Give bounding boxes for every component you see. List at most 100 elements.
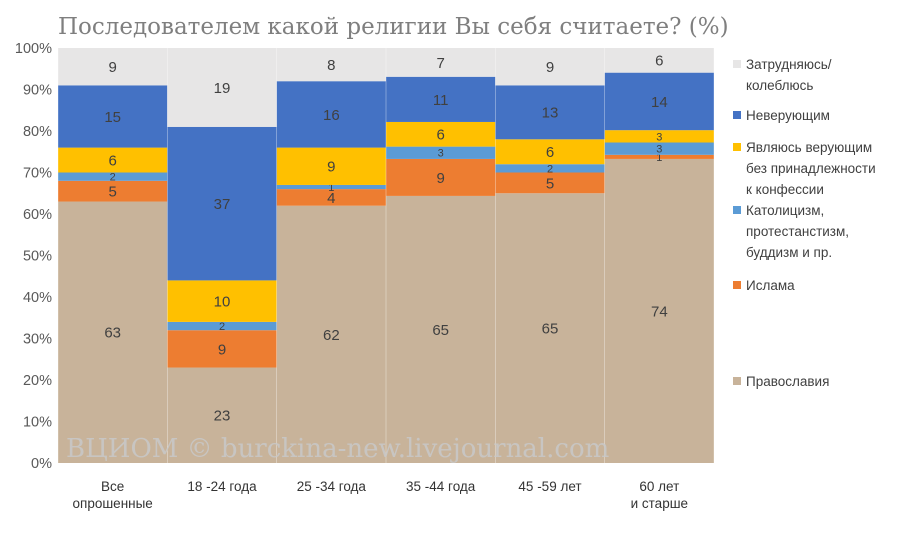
y-tick-label: 100% (15, 41, 52, 57)
legend-item: Ислама (733, 278, 795, 293)
bar-segment (276, 48, 386, 82)
data-label: 62 (323, 327, 340, 344)
data-label: 9 (546, 59, 554, 76)
data-label: 8 (327, 57, 335, 74)
legend-label: Католицизм, протестанстизм, буддизм и пр. (746, 203, 849, 260)
data-label: 16 (323, 107, 340, 124)
bar-segment (276, 189, 386, 206)
y-tick-label: 20% (23, 373, 52, 389)
bar-segment (276, 205, 386, 463)
y-tick-label: 0% (31, 456, 52, 472)
data-label: 1 (656, 152, 662, 164)
data-label: 65 (542, 321, 559, 338)
legend-item: Затрудняюсь/колеблюсь (733, 57, 832, 93)
bar-segment (495, 85, 605, 140)
data-label: 13 (542, 105, 559, 122)
bar-group: 63 52 6 15 9 (58, 48, 168, 464)
legend-item: Являюсь верующим без принадлежности к конф… (733, 140, 876, 197)
bar-segment (495, 164, 605, 173)
bar-segment (386, 158, 496, 196)
x-tick-label: 25 -34 года (297, 479, 367, 494)
data-label: 6 (108, 152, 116, 169)
bar-segment (495, 48, 605, 86)
bar-segment (167, 367, 277, 463)
bar-segment (58, 147, 168, 173)
legend-label: Неверующим (746, 108, 830, 123)
data-label: 11 (433, 92, 449, 109)
bar-segment (167, 48, 277, 127)
legend-label: Затрудняюсь/колеблюсь (746, 57, 832, 93)
data-label: 3 (656, 144, 662, 156)
x-tick-label: Все опрошенные (73, 479, 153, 511)
bar-segment (604, 130, 714, 143)
bar-segment (58, 48, 168, 86)
bar-segment (604, 142, 714, 155)
legend-swatch (733, 206, 741, 214)
legend-swatch (733, 60, 741, 68)
bar-segment (58, 85, 168, 148)
bar-segment (495, 172, 605, 194)
bar-segment (386, 146, 496, 159)
bar-segment (276, 184, 386, 190)
legend-label: Являюсь верующим без принадлежности к конф… (746, 140, 876, 197)
bars: 6352615923921037196241916865936117655261… (58, 48, 714, 464)
bar-segment (604, 48, 714, 73)
x-tick-label: 35 -44 года (406, 479, 476, 494)
legend-swatch (733, 281, 741, 289)
bar-segment (604, 72, 714, 131)
data-label: 23 (214, 408, 231, 425)
bar-segment (276, 81, 386, 148)
y-tick-label: 50% (23, 249, 52, 265)
bar-group: 65 9 3 6 11 7 (386, 48, 496, 464)
data-label: 7 (436, 55, 444, 72)
bar-segment (386, 76, 496, 122)
data-label: 9 (218, 341, 226, 358)
data-label: 1 (328, 182, 334, 194)
bar-segment (386, 48, 496, 77)
bar-group: 62 41 9 16 8 (276, 48, 386, 463)
legend-item: Неверующим (733, 108, 830, 123)
data-label: 65 (432, 322, 449, 339)
data-label: 9 (327, 159, 335, 176)
bar-group: 23 9 2 10 37 19 (167, 48, 277, 463)
bar-segment (167, 321, 277, 331)
y-tick-label: 90% (23, 83, 52, 99)
bar-segment (167, 330, 277, 368)
legend-item: Католицизм, протестанстизм, буддизм и пр. (733, 203, 849, 260)
bar-segment (495, 139, 605, 165)
legend-label: Ислама (746, 278, 795, 293)
legend-swatch (733, 143, 741, 151)
data-label: 6 (546, 144, 554, 161)
x-tick-label: 45 -59 лет (518, 479, 581, 494)
data-label: 63 (104, 325, 121, 342)
data-label: 5 (546, 175, 554, 192)
data-label: 3 (438, 148, 444, 160)
watermark: ВЦИОМ © burckina-new.livejournal.com (66, 434, 609, 464)
y-axis: 0% 10% 20% 30% 40% 50% 60% 70% 80% 90% 100% (15, 41, 52, 472)
data-label: 15 (104, 109, 121, 126)
legend-swatch (733, 111, 741, 119)
legend-label: Православия (746, 374, 829, 389)
data-label: 37 (214, 196, 231, 213)
bar-segment (386, 195, 496, 464)
y-tick-label: 40% (23, 290, 52, 306)
data-label: 14 (651, 94, 668, 111)
data-label: 4 (327, 190, 335, 207)
data-label: 9 (108, 59, 116, 76)
bar-segment (604, 154, 714, 159)
y-tick-label: 30% (23, 332, 52, 348)
data-label: 6 (436, 127, 444, 144)
chart-title: Последователем какой религии Вы себя счи… (58, 14, 729, 40)
data-label: 3 (656, 131, 662, 143)
data-label: 2 (219, 321, 225, 333)
data-label: 9 (436, 170, 444, 187)
bar-segment (58, 172, 168, 181)
data-label: 6 (655, 53, 663, 70)
data-label: 2 (547, 163, 553, 175)
data-label: 10 (214, 294, 231, 311)
bar-segment (386, 121, 496, 147)
y-tick-label: 80% (23, 124, 52, 140)
bar-segment (167, 126, 277, 281)
